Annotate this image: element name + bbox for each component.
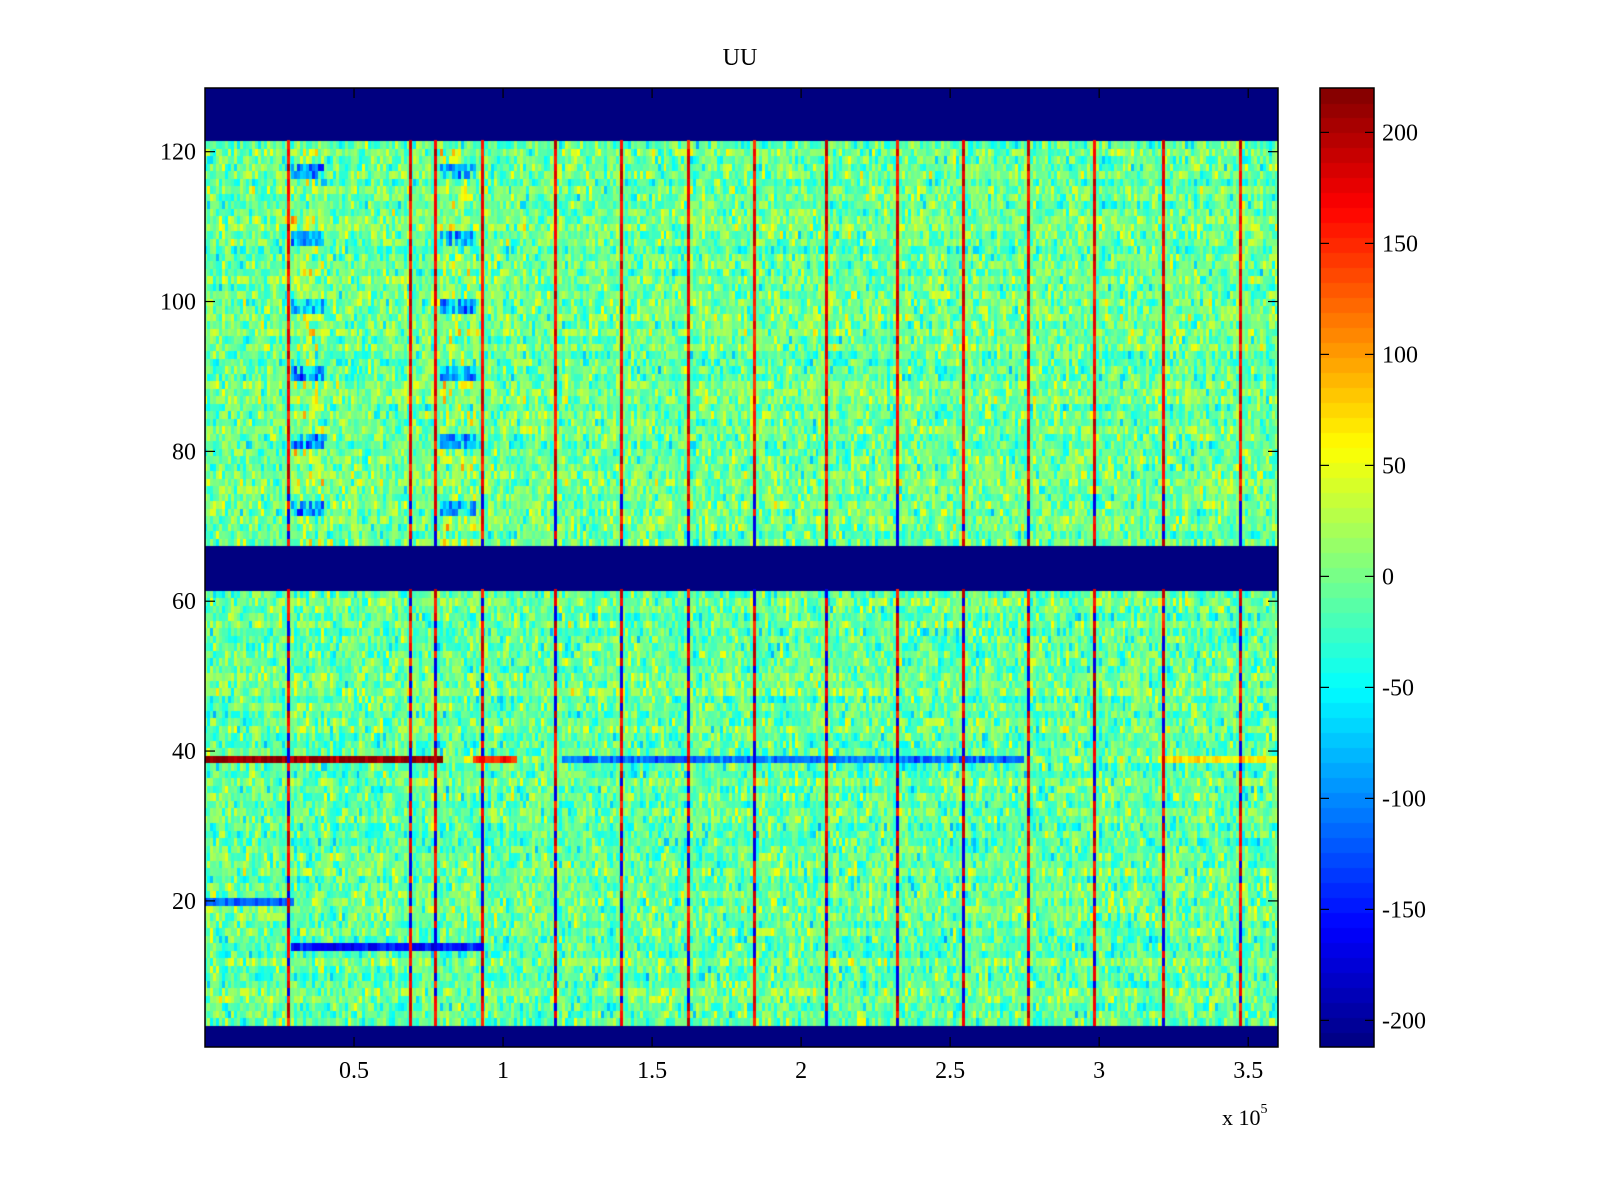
x-tick-label: 3.5	[1233, 1058, 1263, 1084]
x-axis: 0.5 1 1.5 2 2.5 3 3.5	[339, 88, 1263, 1084]
y-axis: 20 40 60 80 100 120	[160, 140, 1278, 915]
y-tick-label: 60	[172, 589, 196, 615]
y-tick-label: 40	[172, 739, 196, 765]
chart-title: UU	[723, 45, 758, 71]
colorbar-tick-label: 200	[1382, 120, 1418, 146]
heatmap-image	[205, 88, 1278, 1047]
colorbar-tick-label: 100	[1382, 342, 1418, 368]
colorbar-tick-label: 150	[1382, 231, 1418, 257]
colorbar-frame	[1319, 87, 1375, 1048]
y-tick-label: 80	[172, 439, 196, 465]
colorbar-tick-label: 50	[1382, 453, 1406, 479]
y-tick-label: 20	[172, 889, 196, 915]
colorbar-axis: -200 -150 -100 -50 0 50 100 150 200	[1320, 120, 1426, 1034]
colorbar	[1320, 88, 1374, 1047]
y-tick-label: 100	[160, 290, 196, 316]
plot-frame	[204, 87, 1279, 1048]
colorbar-tick-label: -100	[1382, 786, 1426, 812]
x-tick-label: 1.5	[637, 1058, 667, 1084]
x-tick-label: 3	[1093, 1058, 1105, 1084]
x-tick-label: 2	[795, 1058, 807, 1084]
x-tick-label: 1	[497, 1058, 509, 1084]
x-tick-label: 0.5	[339, 1058, 369, 1084]
colorbar-tick-label: 0	[1382, 564, 1394, 590]
colorbar-tick-label: -50	[1382, 675, 1414, 701]
colorbar-tick-label: -150	[1382, 897, 1426, 923]
x-multiplier-label: x 105	[1222, 1102, 1268, 1130]
x-tick-label: 2.5	[935, 1058, 965, 1084]
y-tick-label: 120	[160, 140, 196, 166]
colorbar-tick-label: -200	[1382, 1008, 1426, 1034]
